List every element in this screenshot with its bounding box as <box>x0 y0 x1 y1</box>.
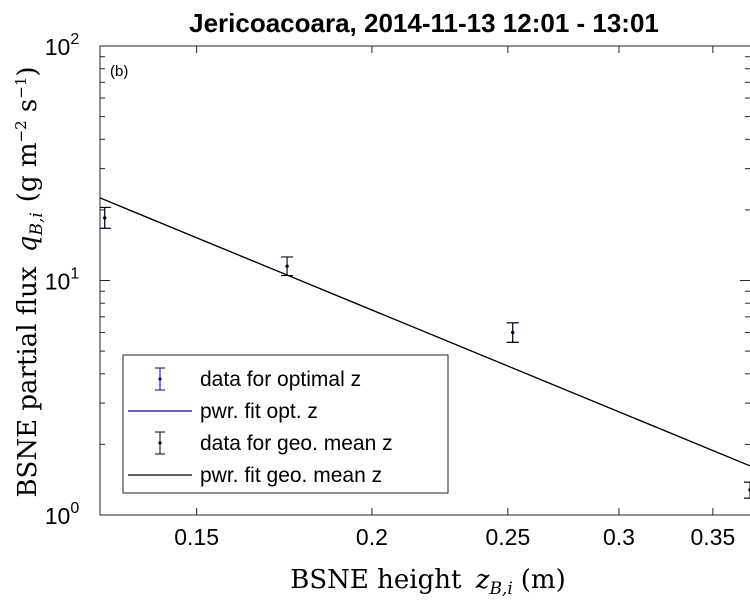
legend-label: pwr. fit geo. mean z <box>200 464 382 487</box>
y-tick-label-exponent: 1 <box>70 266 79 283</box>
legend-box <box>122 354 449 494</box>
panel-label: (b) <box>110 63 128 80</box>
x-tick-label: 0.3 <box>603 524 635 550</box>
y-tick-label-base: 10 <box>45 34 71 60</box>
x-tick-label: 0.25 <box>485 524 530 550</box>
marker <box>511 330 515 335</box>
y-axis-label-sub: B,i <box>27 212 47 236</box>
data-point-2 <box>281 256 294 277</box>
legend-marker <box>158 441 162 445</box>
legend-label: data for geo. mean z <box>200 432 393 455</box>
x-axis-label-sub: B,i <box>488 579 512 599</box>
x-axis-label-unit: (m) <box>521 565 566 595</box>
legend-label: data for optimal z <box>200 368 361 391</box>
y-tick-label: 100 <box>45 500 80 529</box>
marker <box>103 216 107 220</box>
minor-ticks <box>100 56 750 445</box>
plot-area <box>100 197 750 499</box>
x-axis-label-main: BSNE height <box>290 565 462 595</box>
legend-label: pwr. fit opt. z <box>200 400 318 423</box>
y-axis-label-main: BSNE partial flux <box>13 266 43 497</box>
x-axis-label-var: z <box>475 565 490 595</box>
legend-entry-0: data for optimal z <box>155 367 361 391</box>
x-ticks: 0.15 0.2 0.25 0.3 0.35 <box>174 46 735 550</box>
data-point-2 <box>744 481 750 499</box>
y-axis-label-unit-close: ) <box>13 66 43 76</box>
y-axis-label-var: q <box>13 236 43 253</box>
y-axis-label-unit-mid: s <box>13 99 43 121</box>
y-tick-label: 101 <box>45 266 80 295</box>
legend-entry-3: pwr. fit geo. mean z <box>128 464 382 487</box>
legend: data for optimal z pwr. fit opt. z data fo… <box>122 354 449 494</box>
marker <box>285 264 289 268</box>
series-line-3 <box>100 197 750 467</box>
y-tick-label-base: 10 <box>45 503 71 529</box>
y-tick-label-exponent: 2 <box>70 31 79 48</box>
legend-entry-1: pwr. fit opt. z <box>128 400 318 423</box>
data-point-2 <box>100 206 111 229</box>
legend-marker <box>158 377 162 381</box>
y-axis-label-unit-exp1: −2 <box>12 120 30 142</box>
y-axis-label: BSNE partial flux qB,i (g m−2 s−1) <box>12 66 47 497</box>
y-tick-label: 102 <box>45 31 80 60</box>
x-tick-label: 0.35 <box>690 524 735 550</box>
y-axis-label-unit-open: (g m <box>13 142 43 202</box>
x-tick-label: 0.15 <box>174 524 219 550</box>
legend-entry-2: data for geo. mean z <box>155 431 393 455</box>
y-tick-label-exponent: 0 <box>70 500 79 517</box>
y-tick-label-base: 10 <box>45 269 71 295</box>
x-axis-label: BSNE height zB,i (m) <box>290 565 565 599</box>
y-axis-label-unit-exp2: −1 <box>12 77 30 99</box>
chart-title: Jericoacoara, 2014-11-13 12:01 - 13:01 <box>189 8 659 38</box>
data-point-2 <box>506 322 519 343</box>
x-tick-label: 0.2 <box>356 524 388 550</box>
